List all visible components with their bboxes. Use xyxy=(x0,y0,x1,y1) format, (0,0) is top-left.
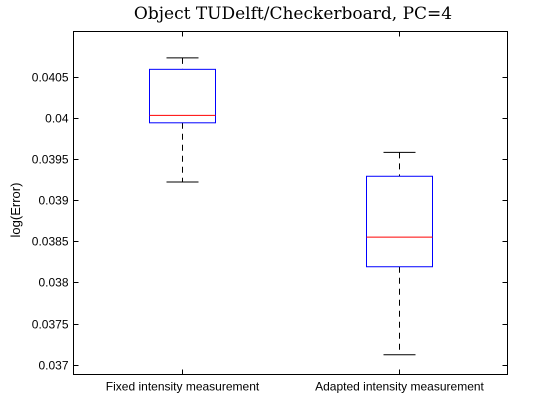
box-iqr xyxy=(149,68,216,124)
y-tick-label: 0.037 xyxy=(38,359,68,373)
x-axis-ticks: Fixed intensity measurement Adapted inten… xyxy=(106,31,485,394)
chart-title: Object TUDelft/Checkerboard, PC=4 xyxy=(134,4,452,24)
x-tick-label: Adapted intensity measurement xyxy=(315,380,484,394)
box-iqr xyxy=(366,175,433,268)
y-tick-label: 0.0385 xyxy=(32,235,69,249)
y-tick-label: 0.039 xyxy=(38,194,68,208)
box-1 xyxy=(149,57,216,183)
y-axis-label: log(Error) xyxy=(8,183,23,238)
box-2 xyxy=(366,151,433,356)
y-axis-ticks: 0.037 0.0375 0.038 0.0385 0.039 0.0395 0.04 0.0… xyxy=(32,71,508,373)
y-tick-label: 0.038 xyxy=(38,276,68,290)
box-group xyxy=(149,57,433,356)
plot-area-frame xyxy=(73,31,508,375)
y-tick-label: 0.0375 xyxy=(32,318,69,332)
y-tick-label: 0.04 xyxy=(45,112,69,126)
y-tick-label: 0.0395 xyxy=(32,153,69,167)
y-tick-label: 0.0405 xyxy=(32,71,69,85)
x-tick-label: Fixed intensity measurement xyxy=(106,380,260,394)
